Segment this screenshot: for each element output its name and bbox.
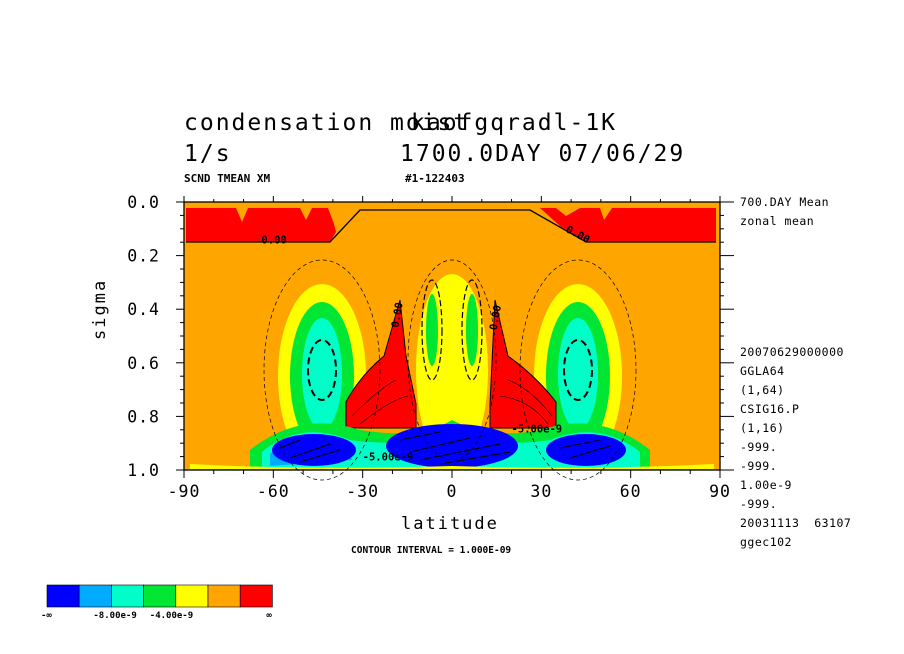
metadata-line: CSIG16.P [740,402,800,416]
x-axis-label: latitude [401,514,499,534]
contour-lines [186,209,716,481]
metadata-line: 1.00e-9 [740,478,792,492]
mean-label: 700.DAY Mean [740,195,830,209]
colorbar-swatch [111,584,144,608]
time-label: 1700.0DAY 07/06/29 [400,141,686,167]
red-inner-lines [351,379,553,425]
axis-ticks: -90 -60 -30 0 30 60 90 0.0 0.2 0.4 0.6 0.8 1.0 [127,193,734,501]
fill-red-left [345,299,417,429]
x-tick-label: -60 [257,482,290,501]
fill-upper-right [540,208,716,242]
x-tick-label: 90 [709,482,731,501]
plume-left-outer-line [263,259,381,481]
colorbar-swatch [175,584,209,608]
colorbar-label: -∞ [41,611,52,621]
metadata-line: GGLA64 [740,364,785,378]
metadata-line: (1,64) [740,383,785,397]
center-line-right [461,279,483,381]
center-green-left [426,294,438,366]
variable-name: SCND TMEAN XM [184,172,271,185]
y-tick-label: 0.8 [127,407,160,426]
fill-upper-left [186,208,336,242]
plume-left-cyan [302,318,342,430]
colorbar-swatch [207,584,241,608]
bottom-contour-lines [279,431,611,465]
contour-label: -5.00e-9 [512,423,563,435]
x-tick-label: -90 [168,482,201,501]
center-outer-line [407,259,497,461]
y-tick-label: 1.0 [127,461,160,480]
zero-line-upper [186,209,716,243]
fill-red-right [489,299,557,429]
contour-label: 0.00 [261,235,286,247]
fill-bottom-yellow [190,464,714,469]
colorbar-label: ∞ [266,611,272,621]
plume-right-cyan [558,318,598,430]
center-line-left [421,279,443,381]
record-range: #1-122403 [405,172,465,185]
fill-blue-right [546,434,626,466]
metadata-line: ggec102 [740,535,792,549]
colorbar-label: -8.00e-9 [93,611,136,621]
y-tick-label: 0.4 [127,300,160,319]
x-tick-label: 30 [530,482,552,501]
title-left: condensation moist [184,110,470,136]
plume-right-outer-line [519,259,637,481]
x-tick-label: -30 [346,482,379,501]
y-tick-label: 0.0 [127,193,160,212]
zonal-label: zonal mean [740,214,815,228]
x-tick-label: 60 [620,482,642,501]
colorbar-label: -4.00e-9 [150,611,193,621]
y-tick-label: 0.6 [127,354,160,373]
colorbar-swatch [143,584,177,608]
metadata-line: (1,16) [740,421,785,435]
contour-label: 0.00 [488,304,504,331]
colorbar-swatch [239,584,273,608]
metadata-line: -999. [740,497,778,511]
y-tick-label: 0.2 [127,247,160,266]
contour-label: -5.00e-9 [363,452,414,464]
y-axis-label: sigma [90,278,110,340]
metadata-line: 20070629000000 [740,345,844,359]
colorbar-swatch [46,584,80,608]
metadata-line: -999. [740,440,778,454]
plume-left-inner-line [307,339,337,401]
metadata-line: -999. [740,459,778,473]
units-label: 1/s [184,141,232,167]
fill-blue-center [386,424,518,468]
colorbar-swatch [78,584,112,608]
colorbar: -∞ -8.00e-9 -4.00e-9 ∞ [41,584,273,621]
plume-right-inner-line [563,339,593,401]
contour-label: 0.00 [390,301,406,328]
metadata-line: 20031113 63107 [740,516,852,530]
center-green-right [466,294,478,366]
contour-labels: 0.00 0.000.00 0.00-5.00e-9-5.00e-9 [261,224,591,464]
contour-interval: CONTOUR INTERVAL = 1.000E-09 [351,545,512,556]
x-tick-label: 0 [447,482,458,501]
title-right: kaofgqradl-1K [411,110,618,136]
contour-fills [184,202,720,470]
